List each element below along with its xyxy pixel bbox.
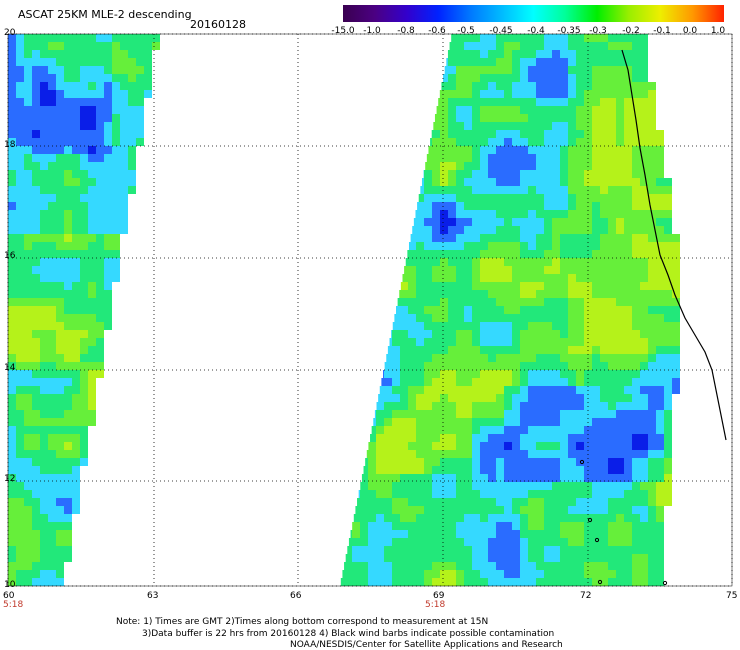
island (594, 537, 600, 543)
colorbar-label: -0.45 (489, 26, 513, 36)
island (587, 517, 593, 523)
plot-title: ASCAT 25KM MLE-2 descending (18, 8, 192, 21)
colorbar-label: -0.1 (653, 26, 671, 36)
left-swath (8, 34, 160, 586)
coastline (621, 49, 727, 441)
lon-label-72: 72 (580, 591, 592, 601)
colorbar-label: -0.3 (589, 26, 607, 36)
lon-label-75: 75 (726, 591, 738, 601)
colorbar-label: -1.0 (363, 26, 381, 36)
colorbar-label: 1.0 (710, 26, 726, 36)
colorbar-label: -15.0 (331, 26, 355, 36)
colorbar-label: -0.8 (397, 26, 415, 36)
lat-label-18: 18 (4, 140, 16, 150)
note-line-3: NOAA/NESDIS/Center for Satellite Applica… (290, 640, 563, 650)
time-label-left: 5:18 (3, 600, 24, 610)
colorbar-label: -0.5 (457, 26, 475, 36)
time-label-right: 5:18 (425, 600, 446, 610)
lon-label-69: 69 (433, 591, 445, 601)
lat-label-12: 12 (4, 474, 16, 484)
right-swath (340, 34, 680, 586)
colorbar-graphic (343, 5, 724, 22)
lon-label-60: 60 (3, 591, 15, 601)
note-line-1: Note: 1) Times are GMT 2)Times along bot… (116, 617, 489, 627)
lon-label-66: 66 (290, 591, 302, 601)
lat-label-10: 10 (4, 580, 16, 590)
colorbar-label: -0.4 (527, 26, 545, 36)
colorbar-label: -0.6 (428, 26, 446, 36)
lon-label-63: 63 (147, 591, 159, 601)
lat-label-14: 14 (4, 363, 16, 373)
colorbar-label: -0.2 (622, 26, 640, 36)
island (662, 580, 668, 586)
lat-label-20: 20 (4, 28, 16, 38)
island (597, 579, 603, 585)
colorbar-label: -0.35 (557, 26, 581, 36)
map-frame (7, 33, 733, 587)
plot-date: 20160128 (190, 18, 246, 31)
colorbar-label: 0.0 (682, 26, 698, 36)
note-line-2: 3)Data buffer is 22 hrs from 20160128 4)… (142, 629, 555, 639)
colorbar-strip (343, 5, 724, 22)
lat-label-16: 16 (4, 251, 16, 261)
island (579, 459, 585, 465)
